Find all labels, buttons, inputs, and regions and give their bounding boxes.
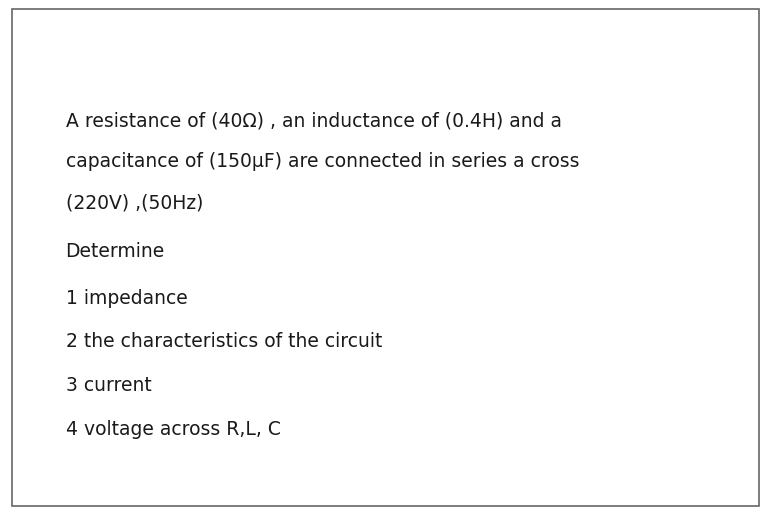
Text: 3 current: 3 current bbox=[66, 376, 151, 395]
Text: Determine: Determine bbox=[66, 243, 165, 261]
Text: 1 impedance: 1 impedance bbox=[66, 289, 188, 307]
Text: A resistance of (40Ω) , an inductance of (0.4H) and a: A resistance of (40Ω) , an inductance of… bbox=[66, 112, 561, 130]
Text: 4 voltage across R,L, C: 4 voltage across R,L, C bbox=[66, 420, 280, 438]
Text: capacitance of (150μF) are connected in series a cross: capacitance of (150μF) are connected in … bbox=[66, 153, 579, 171]
Text: (220V) ,(50Hz): (220V) ,(50Hz) bbox=[66, 194, 203, 212]
Text: 2 the characteristics of the circuit: 2 the characteristics of the circuit bbox=[66, 333, 382, 351]
FancyBboxPatch shape bbox=[12, 9, 759, 506]
